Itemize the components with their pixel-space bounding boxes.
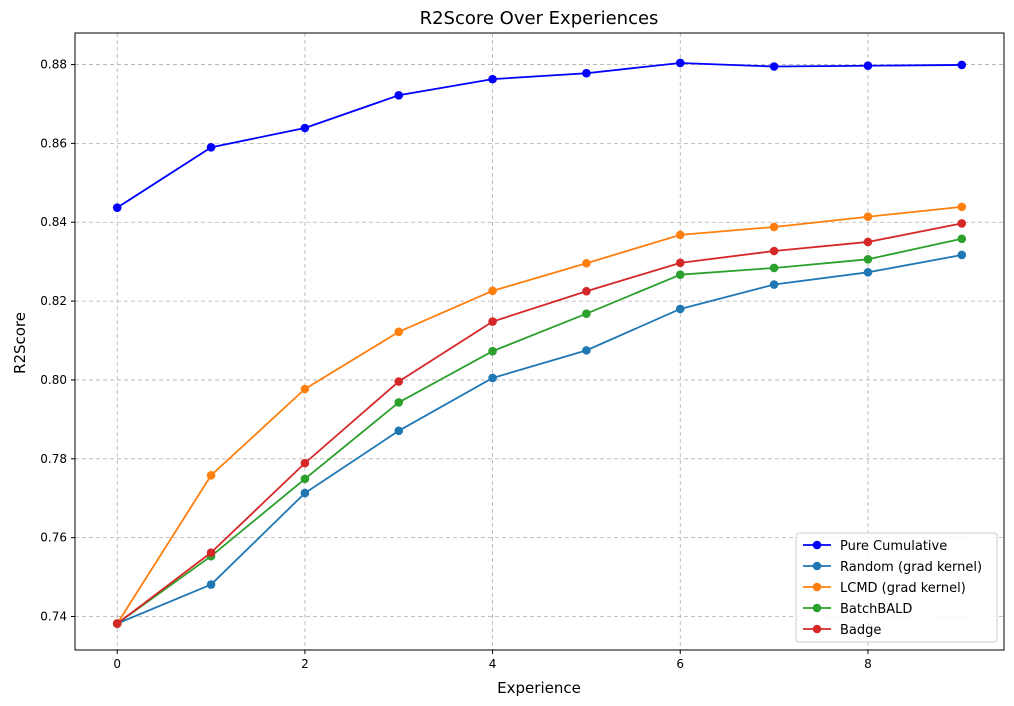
legend-label: BatchBALD	[840, 602, 912, 617]
data-point	[394, 398, 404, 407]
data-point	[300, 458, 310, 468]
data-point	[488, 317, 497, 326]
axis-ticks: 0 2 4 6 8 0.74 0.76 0.78 0.80 0.82 0.84 0.86 0.88	[40, 58, 871, 671]
data-point	[206, 471, 216, 480]
data-point	[582, 346, 591, 355]
legend-label: Random (grad kernel)	[840, 560, 982, 575]
series-0	[112, 58, 967, 212]
data-point	[394, 377, 404, 386]
series-line	[116, 62, 962, 209]
x-tick-label: 0	[113, 657, 121, 671]
data-point	[863, 212, 873, 222]
y-tick-label: 0.82	[40, 294, 67, 308]
data-point	[300, 474, 310, 484]
data-point	[112, 203, 122, 212]
series-line	[116, 205, 962, 625]
data-point	[957, 234, 967, 244]
y-tick-label: 0.78	[40, 452, 67, 466]
data-point	[582, 68, 591, 78]
x-tick-label: 6	[676, 657, 684, 671]
y-tick-label: 0.76	[40, 531, 67, 545]
data-point	[957, 60, 967, 70]
legend-label: Badge	[840, 623, 881, 638]
data-point	[675, 58, 685, 68]
data-point	[863, 237, 873, 247]
y-tick-label: 0.88	[40, 58, 67, 72]
data-point	[582, 286, 591, 296]
data-point	[582, 309, 591, 319]
legend-box	[795, 532, 998, 643]
data-point	[957, 250, 967, 260]
legend-label: Pure Cumulative	[840, 539, 947, 554]
chart-title: R2Score Over Experiences	[420, 8, 659, 29]
data-point	[394, 327, 404, 337]
data-point	[863, 61, 873, 71]
data-point	[300, 488, 310, 498]
data-point	[488, 373, 497, 383]
data-point	[488, 74, 497, 84]
legend-item: LCMD (grad kernel)	[803, 581, 966, 596]
legend-swatch-marker	[812, 561, 822, 571]
x-tick-label: 2	[301, 657, 309, 671]
series-line	[116, 237, 962, 625]
y-axis-title: R2Score	[11, 312, 29, 374]
legend: Pure Cumulative Random (grad kernel) LCMD …	[795, 532, 998, 643]
data-point	[769, 263, 779, 273]
data-point	[488, 346, 497, 356]
data-point	[675, 270, 685, 279]
series-4	[112, 219, 967, 628]
plot-frame	[74, 32, 1005, 651]
data-point	[675, 304, 685, 314]
legend-item: Random (grad kernel)	[803, 560, 982, 575]
data-point	[675, 230, 685, 240]
data-point	[582, 258, 591, 268]
data-point	[675, 258, 685, 268]
x-axis-title: Experience	[497, 679, 581, 697]
data-point	[300, 384, 310, 394]
x-tick-label: 8	[864, 657, 872, 671]
legend-swatch-marker	[812, 624, 822, 634]
legend-swatch-marker	[812, 603, 822, 613]
legend-item: BatchBALD	[803, 602, 912, 617]
data-point	[863, 268, 873, 277]
data-point	[488, 286, 497, 296]
data-point	[769, 222, 779, 232]
y-tick-label: 0.86	[40, 136, 67, 150]
data-point	[112, 619, 122, 628]
data-point	[957, 202, 967, 212]
data-point	[769, 246, 779, 256]
series-line	[116, 222, 962, 625]
y-tick-label: 0.80	[40, 373, 67, 387]
x-tick-label: 4	[489, 657, 497, 671]
data-point	[206, 143, 216, 152]
data-point	[769, 280, 779, 289]
legend-item: Badge	[803, 623, 881, 638]
data-point	[863, 254, 873, 264]
data-point	[957, 219, 967, 228]
series-layer	[112, 58, 967, 628]
data-point	[206, 580, 216, 589]
data-point	[206, 548, 216, 557]
y-tick-label: 0.74	[40, 609, 67, 623]
data-point	[394, 90, 404, 100]
series-line	[116, 254, 962, 625]
legend-swatch-marker	[812, 540, 822, 550]
data-point	[394, 426, 404, 436]
legend-swatch-marker	[812, 582, 822, 592]
legend-item: Pure Cumulative	[803, 539, 947, 554]
data-point	[300, 123, 310, 133]
legend-label: LCMD (grad kernel)	[840, 581, 966, 596]
data-point	[769, 62, 779, 71]
y-tick-label: 0.84	[40, 215, 67, 229]
